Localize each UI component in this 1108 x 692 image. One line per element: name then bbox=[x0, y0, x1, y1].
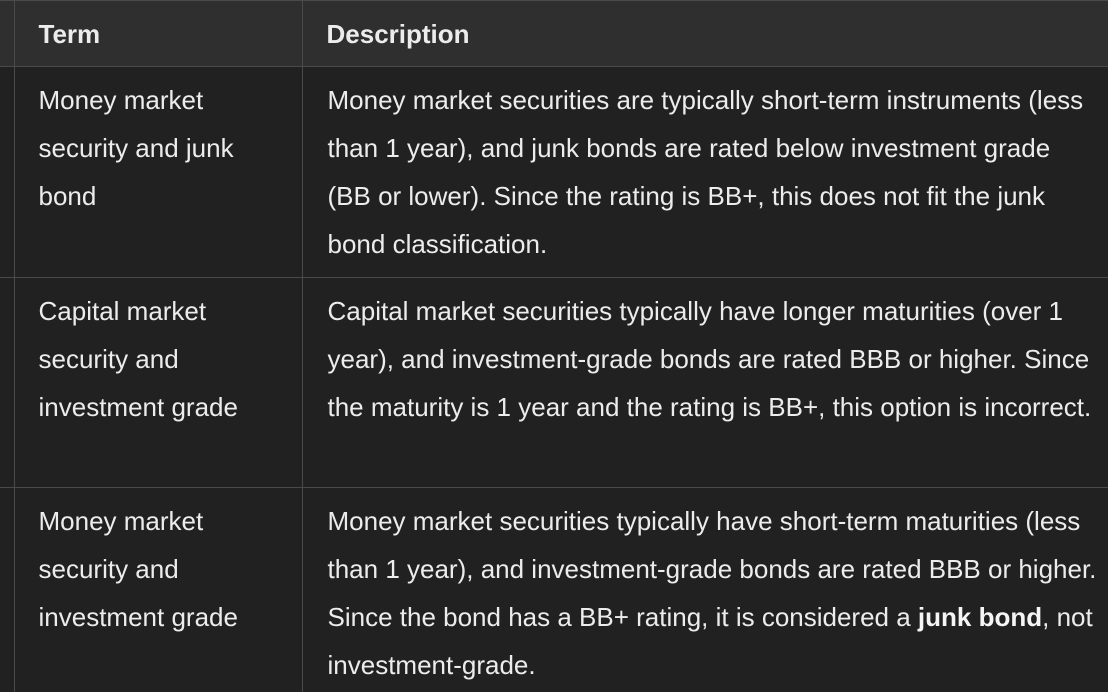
description-cell: Money market securities are typically sh… bbox=[301, 66, 1108, 278]
table-left-edge bbox=[0, 487, 15, 692]
term-cell: Capital market security and investment g… bbox=[13, 277, 303, 488]
description-cell: Money market securities typically have s… bbox=[301, 487, 1108, 692]
description-cell: Capital market securities typically have… bbox=[301, 277, 1108, 488]
table-left-edge bbox=[0, 66, 15, 278]
term-cell: Money market security and investment gra… bbox=[13, 487, 303, 692]
table-left-edge bbox=[0, 0, 15, 67]
table-row: Money market security and investment gra… bbox=[0, 487, 1108, 692]
table-left-edge bbox=[0, 277, 15, 488]
header-description: Description bbox=[301, 0, 1108, 67]
table-header-row: Term Description bbox=[0, 0, 1108, 67]
term-cell: Money market security and junk bond bbox=[13, 66, 303, 278]
description-text-end: , not investment-grade. bbox=[327, 602, 1093, 680]
description-emphasis: junk bond bbox=[917, 602, 1043, 632]
description-text: Money market securities typically have s… bbox=[327, 506, 1097, 632]
table-row: Money market security and junk bond Mone… bbox=[0, 66, 1108, 278]
header-term: Term bbox=[13, 0, 303, 67]
table-row: Capital market security and investment g… bbox=[0, 277, 1108, 488]
